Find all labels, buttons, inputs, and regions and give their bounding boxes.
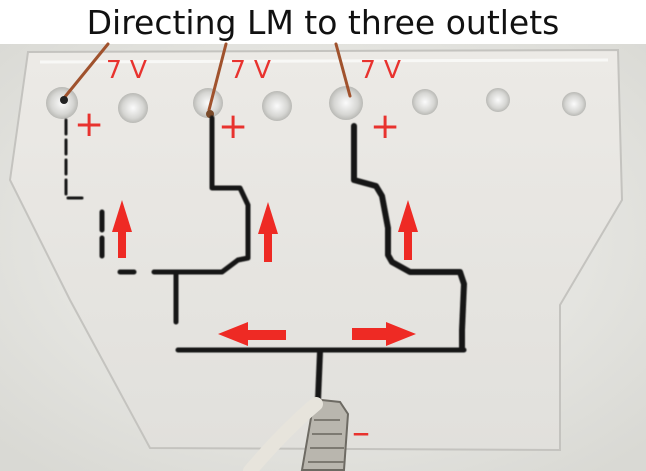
voltage-label: 7 V [360,55,401,84]
wire [207,42,228,112]
port-hole [486,88,510,112]
channel-left-upper [64,118,90,200]
electrode-wires [62,42,352,112]
electrode-tip [60,96,68,104]
plus-label: + [218,106,248,147]
inlet-ports [46,86,586,123]
flow-arrows [112,200,418,346]
voltage-label: 7 V [106,55,147,84]
port-hole [193,88,223,118]
arrow-left [218,322,286,346]
port-hole [329,86,363,120]
port-hole [262,91,292,121]
arrow-up-left [112,200,132,258]
arrow-right [352,322,416,346]
voltage-label: 7 V [230,55,271,84]
arrow-up-right [398,200,418,260]
wire [334,42,352,98]
wire [62,42,110,100]
plus-label: + [74,104,104,145]
channel-middle [151,115,251,275]
arrow-up-middle [258,202,278,262]
figure-title: Directing LM to three outlets [86,3,560,42]
liquid-metal-channels [64,115,467,403]
port-hole [562,92,586,116]
plate-highlight [39,58,609,64]
clip-teeth [308,419,344,463]
channel-right [351,123,467,351]
plus-label: + [370,106,400,147]
alligator-clip [243,397,350,471]
port-hole [412,89,438,115]
clip-cable [243,397,323,471]
channel-inlet [315,349,323,403]
minus-label: – [352,412,370,453]
port-hole [118,93,148,123]
acrylic-plate [8,48,624,452]
